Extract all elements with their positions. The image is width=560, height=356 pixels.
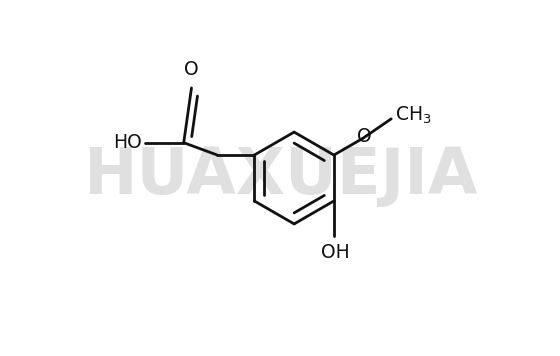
Text: O: O bbox=[357, 127, 372, 146]
Text: HUAXUEJIA: HUAXUEJIA bbox=[83, 145, 477, 207]
Text: HO: HO bbox=[113, 133, 142, 152]
Text: CH$_3$: CH$_3$ bbox=[395, 105, 432, 126]
Text: O: O bbox=[184, 60, 199, 79]
Text: OH: OH bbox=[321, 243, 350, 262]
